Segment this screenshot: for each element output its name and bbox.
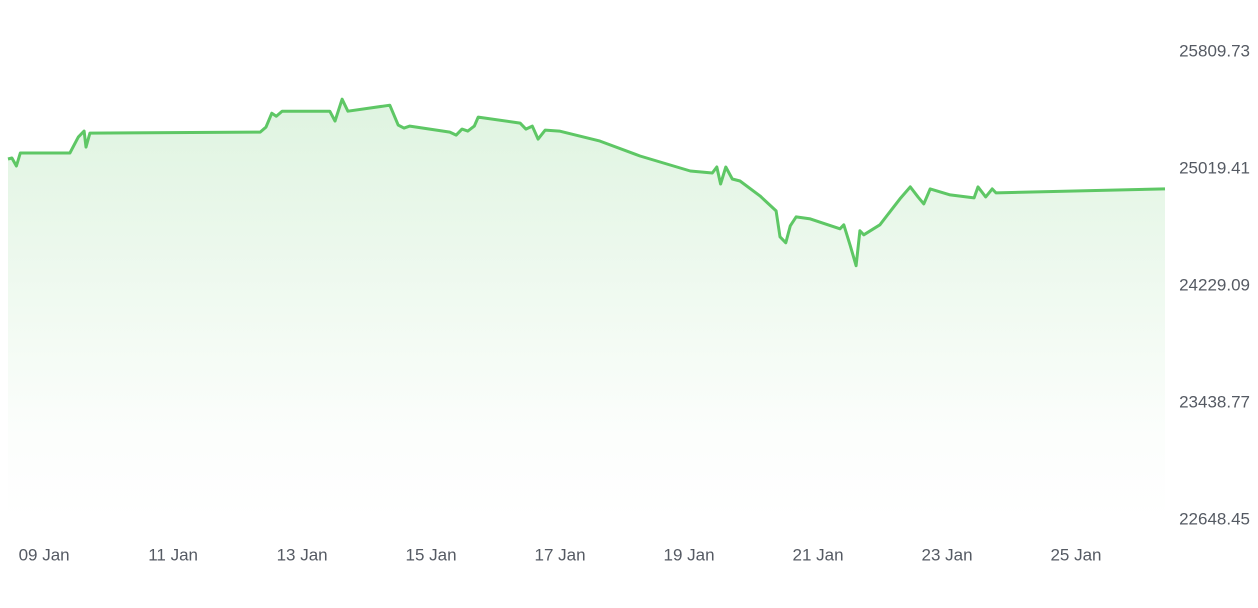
x-tick-label: 23 Jan bbox=[921, 545, 972, 564]
area-fill bbox=[8, 99, 1165, 520]
x-tick-label: 25 Jan bbox=[1050, 545, 1101, 564]
y-tick-label: 22648.45 bbox=[1179, 509, 1250, 528]
y-tick-label: 23438.77 bbox=[1179, 392, 1250, 411]
x-tick-label: 17 Jan bbox=[535, 545, 586, 564]
y-tick-label: 25019.41 bbox=[1179, 158, 1250, 177]
x-tick-label: 11 Jan bbox=[148, 545, 198, 564]
x-tick-label: 21 Jan bbox=[793, 545, 844, 564]
y-tick-label: 24229.09 bbox=[1179, 275, 1250, 294]
line bbox=[7, 97, 1166, 268]
y-tick-label: 25809.73 bbox=[1179, 41, 1250, 60]
x-tick-label: 15 Jan bbox=[406, 545, 457, 564]
x-tick-label: 13 Jan bbox=[277, 545, 328, 564]
x-tick-label: 19 Jan bbox=[664, 545, 715, 564]
x-tick-label: 09 Jan bbox=[19, 545, 70, 564]
